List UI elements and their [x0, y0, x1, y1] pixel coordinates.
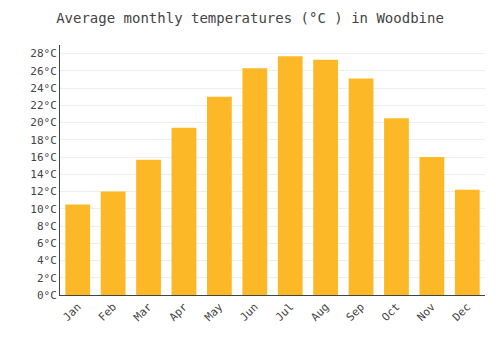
svg-text:Sep: Sep: [344, 301, 367, 324]
svg-text:6°C: 6°C: [37, 237, 57, 250]
svg-text:Apr: Apr: [167, 300, 191, 324]
svg-text:8°C: 8°C: [37, 220, 57, 233]
svg-text:14°C: 14°C: [30, 168, 57, 181]
svg-text:Jan: Jan: [60, 301, 83, 324]
svg-text:16°C: 16°C: [30, 151, 57, 164]
svg-text:18°C: 18°C: [30, 134, 57, 147]
svg-text:Nov: Nov: [415, 300, 439, 324]
svg-text:Jul: Jul: [273, 301, 296, 324]
svg-text:0°C: 0°C: [37, 289, 57, 302]
svg-text:26°C: 26°C: [30, 65, 57, 78]
svg-text:28°C: 28°C: [30, 47, 57, 60]
svg-text:22°C: 22°C: [30, 99, 57, 112]
svg-text:2°C: 2°C: [37, 272, 57, 285]
svg-text:Dec: Dec: [450, 301, 473, 324]
svg-text:Oct: Oct: [379, 301, 402, 324]
svg-text:4°C: 4°C: [37, 254, 57, 267]
svg-text:24°C: 24°C: [30, 82, 57, 95]
svg-text:May: May: [202, 300, 226, 324]
svg-text:Jun: Jun: [238, 301, 261, 324]
svg-text:Average monthly temperatures (: Average monthly temperatures (°C ) in Wo…: [56, 10, 444, 26]
svg-text:10°C: 10°C: [30, 203, 57, 216]
svg-text:12°C: 12°C: [30, 185, 57, 198]
svg-text:20°C: 20°C: [30, 116, 57, 129]
svg-text:Feb: Feb: [96, 301, 119, 324]
svg-text:Mar: Mar: [131, 300, 155, 324]
svg-text:Aug: Aug: [308, 301, 331, 324]
